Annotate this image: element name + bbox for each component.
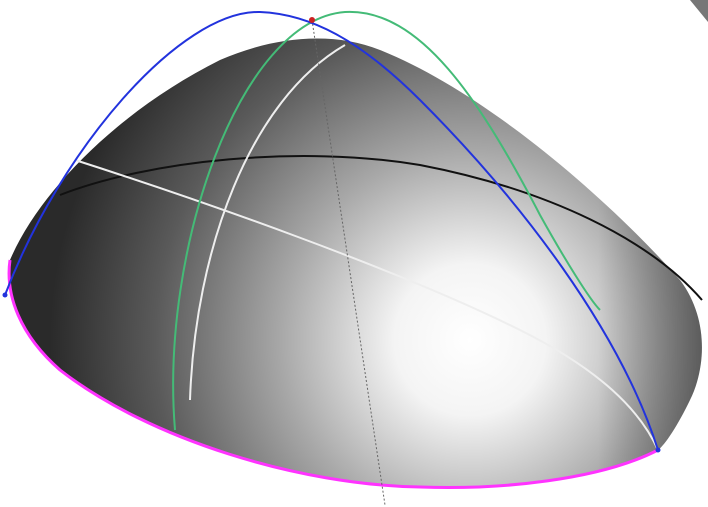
dome-edge-shade — [9, 38, 702, 488]
axis-line — [311, 19, 386, 506]
end-point — [655, 447, 661, 453]
corner-shape — [690, 0, 708, 22]
base-edge — [7, 259, 659, 490]
control-point — [309, 17, 315, 23]
blue-arc — [4, 10, 659, 451]
white-curve — [74, 159, 659, 451]
white-arc — [189, 44, 346, 401]
start-point — [2, 292, 8, 298]
black-curve — [59, 155, 703, 301]
green-arc — [172, 10, 601, 431]
